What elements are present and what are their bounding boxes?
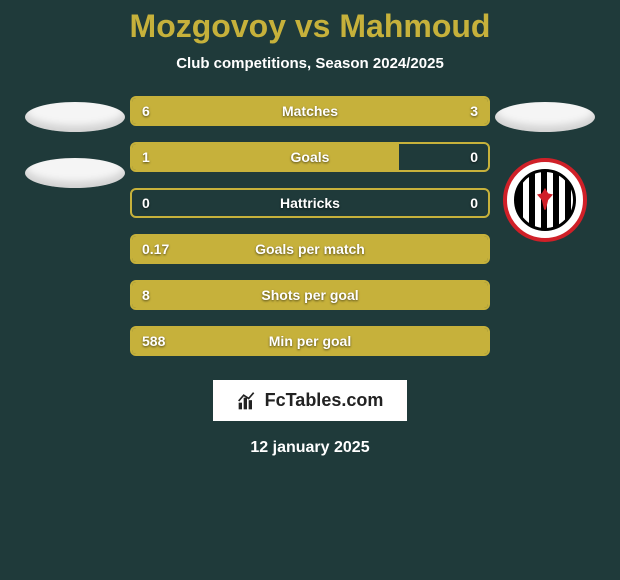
stat-bar-goals: 1 Goals 0 xyxy=(130,142,490,172)
branding-badge: FcTables.com xyxy=(213,380,408,421)
subtitle: Club competitions, Season 2024/2025 xyxy=(176,55,444,72)
stat-value-right: 0 xyxy=(470,195,478,211)
stat-bar-shots-per-goal: 8 Shots per goal xyxy=(130,280,490,310)
stat-label: Goals xyxy=(291,149,330,165)
stat-label: Goals per match xyxy=(255,241,365,257)
club-logo-placeholder xyxy=(25,158,125,188)
stat-value-right: 3 xyxy=(470,103,478,119)
stat-value-left: 1 xyxy=(142,149,150,165)
player-photo-placeholder xyxy=(25,102,125,132)
player-photo-placeholder xyxy=(495,102,595,132)
stat-label: Shots per goal xyxy=(261,287,358,303)
left-player-column xyxy=(20,96,130,188)
stat-fill-left xyxy=(132,144,399,170)
stat-value-left: 6 xyxy=(142,103,150,119)
stat-value-left: 588 xyxy=(142,333,165,349)
infographic-container: Mozgovoy vs Mahmoud Club competitions, S… xyxy=(0,0,620,580)
stat-label: Hattricks xyxy=(280,195,340,211)
branding-text: FcTables.com xyxy=(265,390,384,411)
stat-value-left: 8 xyxy=(142,287,150,303)
date-text: 12 january 2025 xyxy=(250,439,369,457)
chart-icon xyxy=(237,391,257,411)
stats-column: 6 Matches 3 1 Goals 0 0 Hattricks 0 xyxy=(130,96,490,356)
main-row: 6 Matches 3 1 Goals 0 0 Hattricks 0 xyxy=(0,96,620,356)
stat-value-left: 0 xyxy=(142,195,150,211)
page-title: Mozgovoy vs Mahmoud xyxy=(130,8,491,45)
al-jazira-crest-icon xyxy=(503,158,587,242)
stat-bar-hattricks: 0 Hattricks 0 xyxy=(130,188,490,218)
stat-value-left: 0.17 xyxy=(142,241,169,257)
stat-label: Matches xyxy=(282,103,338,119)
right-player-column xyxy=(490,96,600,242)
stat-value-right: 0 xyxy=(470,149,478,165)
stat-bar-min-per-goal: 588 Min per goal xyxy=(130,326,490,356)
stat-label: Min per goal xyxy=(269,333,351,349)
stat-bar-matches: 6 Matches 3 xyxy=(130,96,490,126)
stat-bar-goals-per-match: 0.17 Goals per match xyxy=(130,234,490,264)
